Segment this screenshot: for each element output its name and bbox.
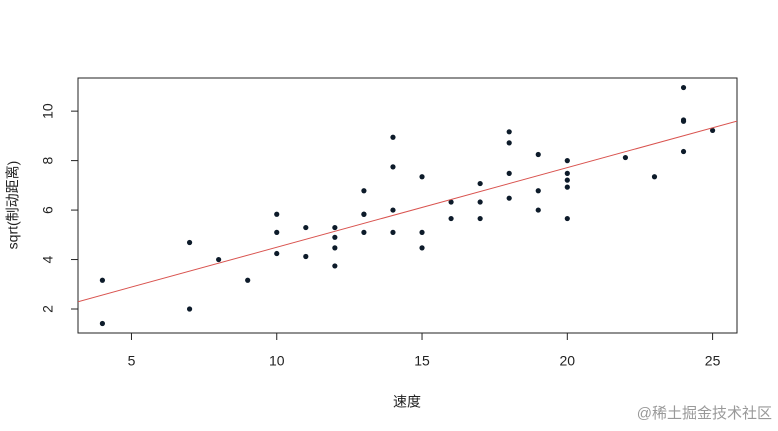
point — [390, 164, 396, 170]
point — [506, 170, 512, 176]
point — [390, 207, 396, 213]
y-tick-label: 6 — [40, 206, 56, 214]
point — [332, 234, 338, 240]
point — [99, 320, 106, 327]
point — [274, 250, 280, 257]
point — [477, 215, 483, 222]
point — [622, 154, 629, 161]
point — [564, 215, 570, 222]
x-tick-label: 25 — [705, 353, 721, 369]
point — [332, 224, 338, 231]
point — [303, 253, 309, 260]
point — [274, 229, 280, 235]
point — [361, 229, 367, 235]
point — [448, 199, 454, 205]
point — [332, 245, 338, 251]
y-tick-label: 10 — [40, 103, 56, 119]
point — [245, 277, 251, 283]
point — [419, 245, 425, 251]
x-tick-label: 5 — [128, 353, 136, 369]
point — [477, 180, 483, 187]
point — [303, 224, 309, 231]
point — [564, 170, 570, 176]
y-tick-label: 4 — [40, 255, 56, 263]
x-axis-label: 速度 — [393, 394, 421, 410]
point — [680, 84, 687, 91]
point — [651, 174, 658, 180]
point — [564, 177, 570, 183]
point — [448, 215, 454, 222]
watermark: @稀土掘金技术社区 — [637, 405, 772, 422]
point — [186, 306, 193, 312]
point — [709, 127, 716, 134]
point — [216, 256, 222, 263]
point — [419, 174, 425, 180]
point — [186, 239, 193, 246]
point — [535, 151, 541, 158]
point — [419, 229, 425, 235]
point — [506, 195, 512, 201]
point — [564, 158, 570, 164]
point — [680, 148, 687, 155]
point — [477, 199, 483, 205]
point — [361, 211, 367, 217]
point — [535, 188, 541, 194]
point — [390, 134, 396, 140]
x-tick-label: 15 — [414, 353, 430, 369]
point — [506, 140, 512, 146]
point — [535, 207, 541, 213]
y-axis-label: sqrt(制动距离) — [5, 161, 21, 250]
point — [680, 117, 687, 123]
point — [361, 188, 367, 194]
point — [274, 211, 280, 217]
point — [564, 184, 570, 190]
point — [99, 277, 106, 283]
point — [506, 129, 512, 135]
x-tick-label: 10 — [269, 353, 285, 369]
x-tick-label: 20 — [560, 353, 576, 369]
plot-frame — [77, 77, 738, 334]
fit-line — [78, 120, 737, 303]
y-tick-label: 2 — [40, 305, 56, 313]
point — [332, 263, 338, 269]
point — [390, 229, 396, 235]
y-tick-label: 8 — [40, 157, 56, 165]
